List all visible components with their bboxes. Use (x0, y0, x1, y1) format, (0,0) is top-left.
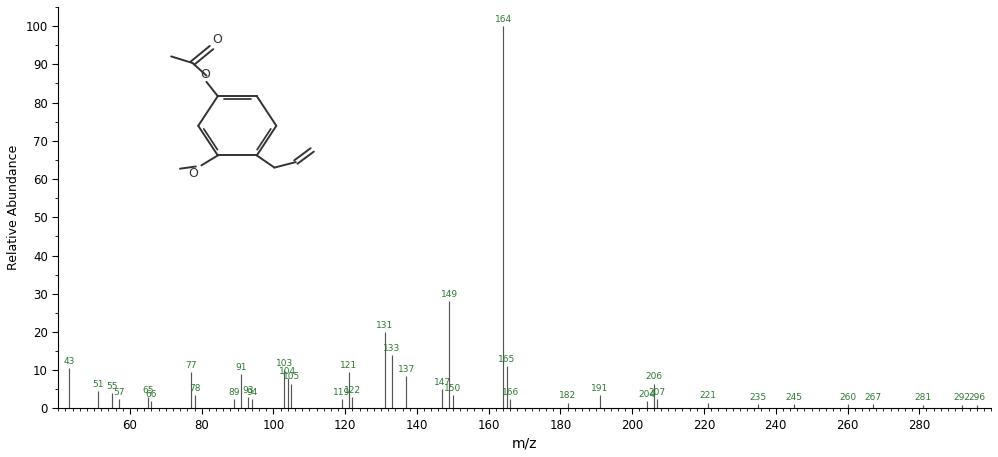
Text: 51: 51 (92, 380, 104, 389)
Text: 166: 166 (502, 388, 519, 397)
Text: 267: 267 (864, 393, 881, 402)
Text: 292: 292 (954, 393, 971, 402)
Text: 221: 221 (700, 392, 717, 400)
Y-axis label: Relative Abundance: Relative Abundance (7, 145, 20, 271)
Text: 89: 89 (229, 388, 240, 397)
Text: 207: 207 (649, 388, 666, 397)
Text: 133: 133 (383, 344, 400, 353)
Text: 65: 65 (142, 386, 154, 395)
Text: 122: 122 (344, 386, 361, 395)
Text: 182: 182 (559, 392, 576, 400)
Text: 55: 55 (106, 382, 118, 391)
Text: 164: 164 (495, 15, 512, 24)
Text: 104: 104 (279, 367, 296, 376)
Text: 94: 94 (247, 388, 257, 397)
Text: 43: 43 (63, 357, 75, 366)
Text: 204: 204 (638, 389, 655, 399)
Text: 150: 150 (444, 384, 461, 393)
Text: 260: 260 (839, 393, 856, 402)
Text: 121: 121 (340, 361, 357, 370)
Text: 105: 105 (282, 372, 300, 381)
Text: 78: 78 (189, 384, 201, 393)
Text: 93: 93 (243, 386, 254, 395)
Text: 66: 66 (146, 389, 158, 399)
Text: 77: 77 (186, 361, 197, 370)
Text: 147: 147 (433, 378, 451, 387)
Text: 165: 165 (498, 355, 515, 364)
Text: 103: 103 (275, 359, 292, 368)
Text: 245: 245 (785, 393, 802, 402)
Text: 206: 206 (646, 372, 663, 381)
Text: 149: 149 (441, 290, 458, 299)
Text: 191: 191 (592, 384, 609, 393)
Text: 296: 296 (968, 393, 985, 402)
Text: 91: 91 (236, 363, 247, 372)
Text: 131: 131 (376, 321, 393, 329)
Text: 137: 137 (397, 365, 415, 374)
Text: 57: 57 (114, 388, 125, 397)
Text: 119: 119 (333, 388, 350, 397)
Text: 281: 281 (914, 393, 931, 402)
X-axis label: m/z: m/z (512, 436, 537, 450)
Text: 235: 235 (749, 393, 766, 402)
